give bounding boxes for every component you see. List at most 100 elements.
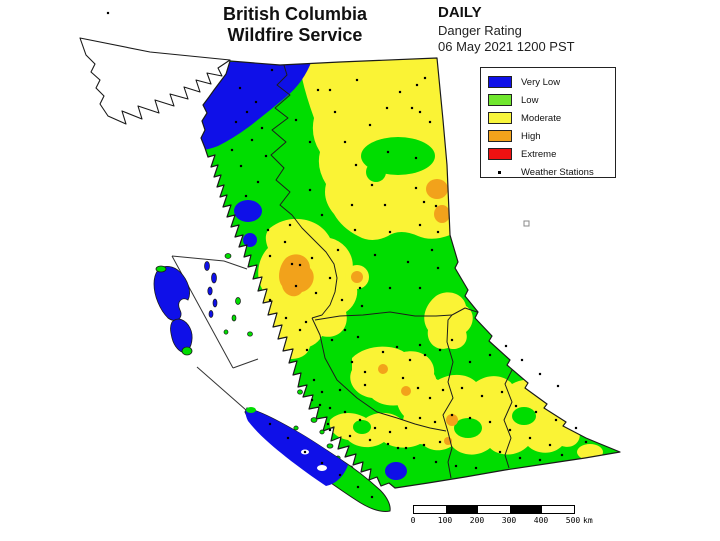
weather-station-dot bbox=[260, 126, 264, 130]
weather-station-dot bbox=[418, 286, 422, 290]
weather-station-dot bbox=[414, 156, 418, 160]
weather-station-dot bbox=[268, 298, 272, 302]
weather-station-dot bbox=[106, 11, 110, 15]
weather-station-dot bbox=[418, 343, 422, 347]
weather-station-dot bbox=[538, 458, 542, 462]
weather-station-dot bbox=[560, 453, 564, 457]
weather-station-dot bbox=[328, 428, 332, 432]
product-block: DAILY Danger Rating 06 May 2021 1200 PST bbox=[438, 4, 638, 55]
weather-station-dot bbox=[373, 253, 377, 257]
weather-station-dot bbox=[333, 110, 337, 114]
weather-station-dot bbox=[326, 422, 330, 426]
weather-station-dot bbox=[418, 110, 422, 114]
weather-station-icon bbox=[498, 170, 501, 174]
weather-station-dot bbox=[328, 88, 332, 92]
weather-station-dot bbox=[348, 434, 352, 438]
weather-station-dot bbox=[230, 148, 234, 152]
scale-bar-segments bbox=[413, 505, 575, 514]
weather-station-dot bbox=[386, 442, 390, 446]
legend-swatch bbox=[488, 94, 512, 106]
weather-station-dot bbox=[401, 376, 405, 380]
weather-station-dot bbox=[290, 262, 294, 266]
legend-swatch bbox=[488, 130, 512, 142]
weather-station-dot bbox=[383, 203, 387, 207]
scale-unit-label: km bbox=[583, 516, 593, 525]
bc-outline bbox=[200, 57, 621, 489]
scale-tick-label: 200 bbox=[469, 516, 485, 525]
page-title: British Columbia Wildfire Service bbox=[185, 4, 405, 45]
weather-station-dot bbox=[488, 353, 492, 357]
legend-row-extreme: Extreme bbox=[488, 145, 615, 163]
weather-station-dot bbox=[373, 426, 377, 430]
legend-label: Low bbox=[521, 94, 539, 106]
weather-station-dot bbox=[538, 372, 542, 376]
legend-label: Extreme bbox=[521, 148, 557, 160]
weather-station-dot bbox=[423, 353, 427, 357]
weather-station-dot bbox=[556, 384, 560, 388]
weather-station-dot bbox=[418, 223, 422, 227]
weather-station-dot bbox=[238, 86, 242, 90]
weather-station-dot bbox=[356, 335, 360, 339]
weather-station-dot bbox=[504, 344, 508, 348]
weather-station-dot bbox=[320, 213, 324, 217]
weather-station-dot bbox=[343, 410, 347, 414]
weather-station-dot bbox=[460, 386, 464, 390]
weather-station-dot bbox=[308, 188, 312, 192]
weather-station-dot bbox=[468, 360, 472, 364]
weather-station-dot bbox=[450, 338, 454, 342]
weather-station-dot bbox=[336, 248, 340, 252]
weather-station-dot bbox=[328, 406, 332, 410]
weather-station-dot bbox=[343, 140, 347, 144]
weather-station-dot bbox=[303, 450, 307, 454]
weather-station-dot bbox=[318, 403, 322, 407]
weather-station-dot bbox=[395, 345, 399, 349]
weather-station-dots bbox=[106, 11, 588, 499]
weather-station-dot bbox=[358, 286, 362, 290]
weather-station-dot bbox=[304, 320, 308, 324]
weather-station-dot bbox=[388, 230, 392, 234]
scale-tick-label: 300 bbox=[501, 516, 517, 525]
weather-station-dot bbox=[239, 164, 243, 168]
weather-station-dot bbox=[368, 438, 372, 442]
weather-station-dot bbox=[385, 106, 389, 110]
weather-station-dot bbox=[284, 316, 288, 320]
weather-station-dot bbox=[514, 404, 518, 408]
weather-station-dot bbox=[266, 228, 270, 232]
org-name-line2: Wildfire Service bbox=[227, 24, 363, 45]
weather-station-dot bbox=[500, 390, 504, 394]
weather-station-dot bbox=[264, 154, 268, 158]
legend-row-low: Low bbox=[488, 91, 615, 109]
weather-station-dot bbox=[422, 443, 426, 447]
legend-swatch bbox=[488, 148, 512, 160]
stray-open-marker bbox=[523, 220, 530, 227]
weather-station-dot bbox=[422, 200, 426, 204]
weather-station-dot bbox=[294, 284, 298, 288]
scale-segment bbox=[414, 506, 446, 513]
weather-station-dot bbox=[316, 88, 320, 92]
weather-station-dot bbox=[256, 180, 260, 184]
legend-swatch bbox=[488, 76, 512, 88]
weather-station-dot bbox=[508, 428, 512, 432]
weather-station-dot bbox=[370, 495, 374, 499]
weather-station-dot bbox=[454, 464, 458, 468]
weather-station-dot bbox=[406, 260, 410, 264]
weather-station-dot bbox=[434, 460, 438, 464]
weather-station-dot bbox=[404, 446, 408, 450]
weather-station-dot bbox=[554, 418, 558, 422]
nw-unrated-triangle bbox=[79, 37, 231, 125]
legend-row-moderate: Moderate bbox=[488, 109, 615, 127]
weather-station-dot bbox=[356, 485, 360, 489]
weather-station-dot bbox=[354, 163, 358, 167]
weather-station-dot bbox=[268, 422, 272, 426]
weather-station-dot bbox=[338, 388, 342, 392]
weather-station-dot bbox=[433, 420, 437, 424]
scale-segment bbox=[478, 506, 510, 513]
weather-station-dot bbox=[434, 204, 438, 208]
weather-station-dot bbox=[418, 416, 422, 420]
weather-station-dot bbox=[270, 68, 274, 72]
weather-station-dot bbox=[308, 140, 312, 144]
weather-station-dot bbox=[548, 443, 552, 447]
scale-tick-label: 100 bbox=[437, 516, 453, 525]
scale-tick-label: 500 bbox=[565, 516, 581, 525]
